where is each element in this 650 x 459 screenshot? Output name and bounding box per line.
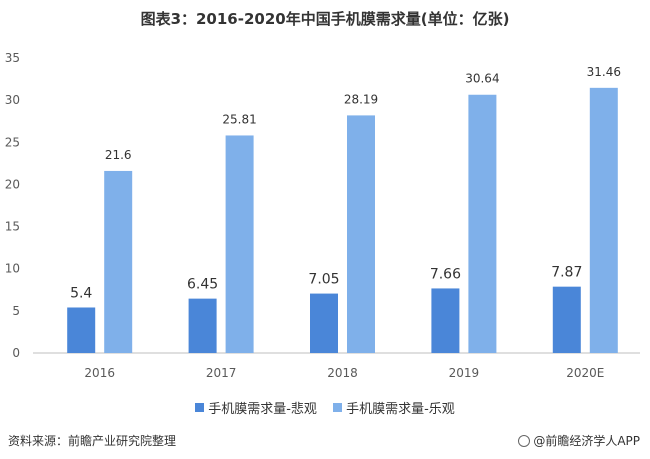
data-label: 28.19 bbox=[344, 92, 378, 106]
legend-item-pessimistic: 手机膜需求量-悲观 bbox=[195, 398, 317, 417]
y-tick-label: 35 bbox=[5, 51, 20, 65]
data-label: 25.81 bbox=[222, 112, 256, 126]
legend-label-optimistic: 手机膜需求量-乐观 bbox=[346, 402, 455, 417]
legend-swatch-optimistic bbox=[333, 403, 343, 412]
x-axis-ticks: 2016 2017 2018 2019 2020E bbox=[84, 366, 604, 380]
data-label: 7.66 bbox=[430, 266, 461, 282]
bar-pessimistic bbox=[188, 298, 217, 353]
source-note: 资料来源：前瞻产业研究院整理 bbox=[8, 434, 177, 448]
data-label: 6.45 bbox=[187, 277, 218, 293]
y-tick-label: 0 bbox=[12, 346, 20, 360]
y-tick-label: 15 bbox=[5, 220, 20, 234]
data-label: 30.64 bbox=[465, 72, 499, 86]
bar-optimistic bbox=[468, 94, 497, 354]
bar-pessimistic bbox=[67, 307, 96, 353]
chart-legend: 手机膜需求量-悲观 手机膜需求量-乐观 bbox=[0, 398, 650, 417]
bar-pessimistic bbox=[431, 288, 460, 353]
data-label: 7.05 bbox=[308, 272, 339, 288]
x-tick-label: 2017 bbox=[206, 366, 237, 380]
bar-chart: 0 5 10 15 20 25 30 35 5.4 21.6 6.45 25.81 7.05 28.19… bbox=[5, 51, 640, 380]
bar-optimistic bbox=[225, 135, 254, 353]
data-label: 7.87 bbox=[551, 265, 582, 281]
x-tick-label: 2020E bbox=[566, 366, 604, 380]
data-label: 5.4 bbox=[70, 285, 92, 301]
bar-optimistic bbox=[104, 170, 133, 353]
y-tick-label: 25 bbox=[5, 135, 20, 149]
bar-optimistic bbox=[347, 115, 375, 353]
data-label: 31.46 bbox=[587, 65, 621, 79]
y-tick-label: 10 bbox=[5, 262, 20, 276]
bar-pessimistic bbox=[552, 286, 581, 353]
bars-group: 5.4 21.6 6.45 25.81 7.05 28.19 7.66 30.64 7.87 31… bbox=[67, 65, 621, 354]
y-tick-label: 5 bbox=[12, 304, 20, 318]
data-label: 21.6 bbox=[105, 148, 132, 162]
y-axis-ticks: 0 5 10 15 20 25 30 35 bbox=[5, 51, 20, 360]
brand-label: @前瞻经济学人APP bbox=[533, 434, 640, 448]
legend-item-optimistic: 手机膜需求量-乐观 bbox=[333, 398, 455, 417]
y-tick-label: 20 bbox=[5, 177, 20, 191]
legend-label-pessimistic: 手机膜需求量-悲观 bbox=[208, 402, 317, 417]
bar-optimistic bbox=[589, 87, 618, 353]
x-tick-label: 2019 bbox=[449, 366, 480, 380]
brand-credit: @前瞻经济学人APP bbox=[518, 432, 640, 449]
x-tick-label: 2018 bbox=[327, 366, 358, 380]
y-tick-label: 30 bbox=[5, 93, 20, 107]
legend-swatch-pessimistic bbox=[195, 403, 205, 412]
chart-title: 图表3：2016-2020年中国手机膜需求量(单位：亿张) bbox=[140, 10, 510, 28]
x-tick-label: 2016 bbox=[84, 366, 115, 380]
bar-pessimistic bbox=[310, 293, 338, 353]
brand-logo-icon bbox=[518, 434, 531, 447]
